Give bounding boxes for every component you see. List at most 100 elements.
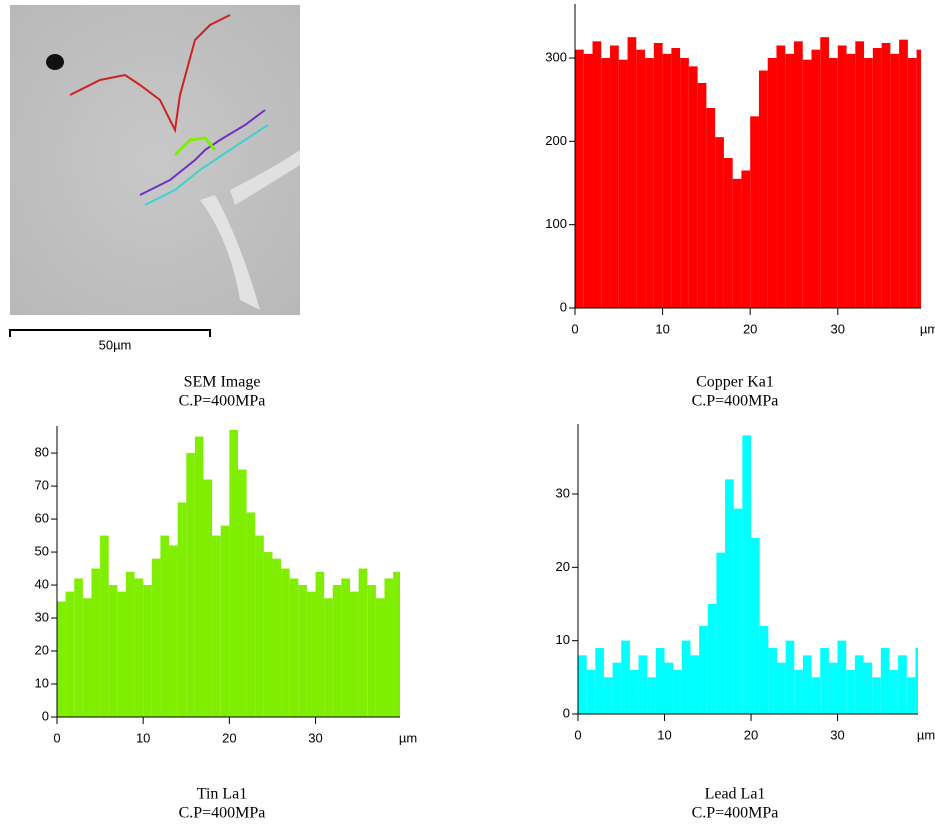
bar <box>846 670 855 714</box>
bar <box>915 648 918 714</box>
bar <box>673 670 682 714</box>
bar <box>899 39 908 309</box>
y-tick-label: 20 <box>556 559 570 574</box>
bar <box>776 45 786 308</box>
bar <box>854 655 864 714</box>
bar <box>177 502 187 717</box>
bar <box>393 571 400 717</box>
bar <box>289 578 299 717</box>
bar <box>375 598 385 717</box>
bar <box>350 591 359 717</box>
bar <box>768 648 777 714</box>
bar <box>65 591 75 717</box>
x-tick-label: 10 <box>657 727 671 742</box>
bar <box>612 662 622 714</box>
y-tick-label: 80 <box>35 445 49 460</box>
caption-condition: C.P=400MPa <box>179 393 266 410</box>
bar <box>91 568 101 717</box>
bar <box>212 535 221 717</box>
y-tick-label: 40 <box>35 576 49 591</box>
bar <box>203 479 213 717</box>
bar <box>324 598 333 717</box>
bar <box>160 535 170 717</box>
bar <box>578 655 587 714</box>
bar <box>872 48 882 308</box>
bar <box>629 670 639 714</box>
y-tick-label: 10 <box>35 675 49 690</box>
bar <box>638 655 648 714</box>
bar <box>811 49 821 309</box>
bar <box>793 41 803 308</box>
bar <box>592 41 602 308</box>
x-tick-label: 0 <box>53 730 60 745</box>
bar <box>134 578 144 717</box>
sem-image <box>10 5 300 315</box>
chart-title: Lead La1 <box>705 786 766 803</box>
bar <box>621 640 630 714</box>
bar <box>725 479 734 714</box>
bar <box>151 558 161 717</box>
bar <box>785 53 794 309</box>
chart-title: Copper Ka1 <box>696 374 774 391</box>
y-tick-label: 0 <box>42 708 49 723</box>
bar <box>794 670 803 714</box>
bar <box>229 430 238 717</box>
y-tick-label: 100 <box>545 216 567 231</box>
scale-bar <box>9 329 211 337</box>
bar <box>697 83 707 308</box>
bar <box>846 53 856 309</box>
sem-trace <box>139 109 266 196</box>
bar <box>750 116 759 308</box>
bar <box>367 585 376 717</box>
bar <box>715 137 724 308</box>
chart-subtitle: C.P=400MPa <box>692 805 779 822</box>
bar <box>811 677 821 714</box>
bar <box>169 545 178 717</box>
sem-background <box>10 5 300 315</box>
bar <box>186 453 195 717</box>
x-tick-label: 0 <box>571 321 578 336</box>
bar <box>315 571 325 717</box>
bar <box>57 601 66 717</box>
bar <box>881 43 891 308</box>
y-tick-label: 0 <box>560 299 567 314</box>
y-tick-label: 10 <box>556 632 570 647</box>
bar <box>716 552 726 714</box>
bar <box>707 604 717 714</box>
bar <box>601 58 611 308</box>
bar <box>125 571 135 717</box>
bar <box>907 58 917 308</box>
bar <box>384 578 394 717</box>
bar <box>802 655 812 714</box>
x-tick-label: 20 <box>222 730 236 745</box>
bar <box>776 662 786 714</box>
caption: SEM Image <box>184 374 261 391</box>
bar <box>583 53 593 309</box>
chart-subtitle: C.P=400MPa <box>692 393 779 410</box>
bar <box>662 53 672 309</box>
bar <box>636 49 646 309</box>
y-tick-label: 300 <box>545 49 567 64</box>
bar <box>603 677 613 714</box>
y-tick-label: 0 <box>563 705 570 720</box>
y-tick-label: 70 <box>35 478 49 493</box>
bar <box>889 670 899 714</box>
bar <box>220 525 230 717</box>
bar <box>733 508 743 714</box>
bar <box>829 58 838 308</box>
chart-title: Tin La1 <box>197 786 248 803</box>
bar <box>802 59 812 308</box>
bar <box>837 640 847 714</box>
bar <box>880 648 890 714</box>
bar <box>671 48 681 308</box>
bar <box>595 648 604 714</box>
y-tick-label: 200 <box>545 133 567 148</box>
bar <box>653 43 663 308</box>
bar <box>681 640 691 714</box>
sem-trace <box>144 124 269 206</box>
bar <box>575 49 584 309</box>
sem-pore <box>46 54 64 70</box>
bar <box>237 469 247 717</box>
x-axis-unit: µm <box>399 730 417 745</box>
